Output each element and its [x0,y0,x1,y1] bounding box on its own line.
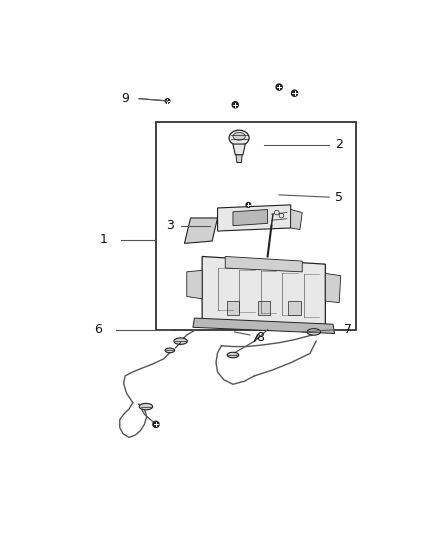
Circle shape [276,84,282,90]
Polygon shape [184,218,218,244]
Ellipse shape [139,403,153,410]
Ellipse shape [165,348,175,353]
Ellipse shape [174,338,187,344]
Ellipse shape [227,352,239,358]
Circle shape [246,203,251,207]
Polygon shape [218,205,291,231]
Text: 6: 6 [94,323,102,336]
Circle shape [291,90,298,96]
Ellipse shape [233,133,245,140]
Polygon shape [233,144,245,155]
Circle shape [165,99,170,103]
Polygon shape [233,209,268,225]
Text: 1: 1 [100,233,107,246]
Polygon shape [187,270,202,299]
Text: 7: 7 [344,323,353,336]
Text: 8: 8 [256,331,264,344]
Polygon shape [202,256,325,326]
Polygon shape [325,273,341,303]
Text: 2: 2 [335,138,343,151]
Bar [288,301,301,315]
Polygon shape [236,155,242,163]
Circle shape [153,421,159,427]
Polygon shape [225,256,302,272]
Text: 9: 9 [121,92,129,105]
Circle shape [275,210,279,215]
Bar [227,301,239,315]
Bar [156,122,356,329]
Text: 5: 5 [335,191,343,204]
Circle shape [232,102,238,108]
Ellipse shape [307,329,321,335]
Polygon shape [291,209,302,230]
Bar [258,301,270,315]
Circle shape [279,213,284,218]
Polygon shape [193,318,335,334]
Ellipse shape [229,130,249,146]
Text: 3: 3 [166,219,174,232]
